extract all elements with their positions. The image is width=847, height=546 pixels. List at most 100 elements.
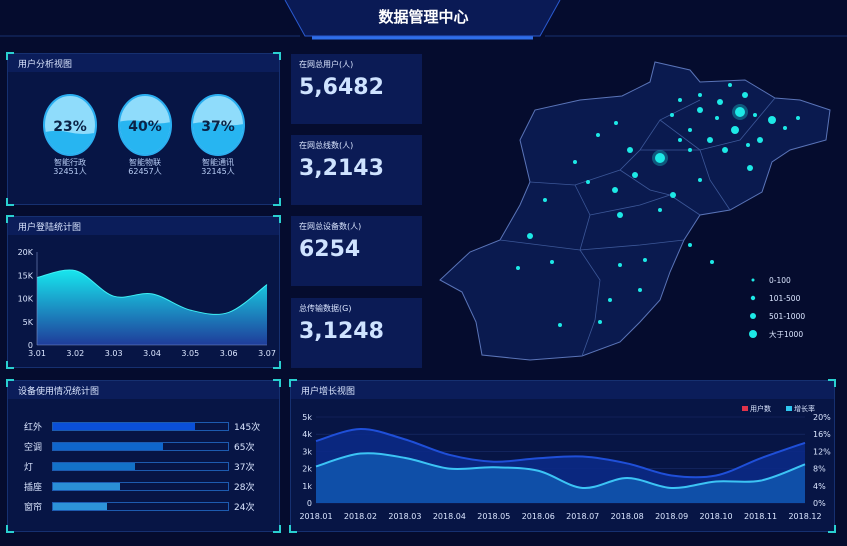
panel-title: 设备使用情况统计图 xyxy=(8,381,279,399)
device-bar-track xyxy=(52,462,229,471)
y-tick-label: 15K xyxy=(18,271,34,280)
gauge-name: 智能通讯 xyxy=(202,158,234,167)
x-tick-label: 3.01 xyxy=(28,349,46,358)
y-right-tick-label: 0% xyxy=(813,499,826,508)
map-dot xyxy=(608,298,612,302)
y-tick-label: 10K xyxy=(18,295,34,304)
legend-swatch xyxy=(786,406,792,411)
stat-label: 在网总用户(人) xyxy=(299,60,354,69)
liquid-fill: 40% xyxy=(118,94,172,156)
map-dot xyxy=(783,126,787,130)
stat-card: 总传输数据(G) 3,1248 xyxy=(291,298,422,368)
y-tick-label: 3k xyxy=(302,447,312,456)
gauge-name: 智能行政 xyxy=(54,158,86,167)
map-dot xyxy=(643,258,647,262)
device-bar-fill xyxy=(53,443,164,450)
users-line xyxy=(315,428,806,479)
legend-label: 增长率 xyxy=(794,404,815,413)
area-fill xyxy=(37,269,267,345)
device-bar-row: 窗帘 24次 xyxy=(24,501,264,513)
stat-value: 3,2143 xyxy=(299,156,384,181)
y-tick-label: 5K xyxy=(23,318,34,327)
map-dot xyxy=(670,113,674,117)
region-map: 0-100 101-500 501-1000 大于1000 xyxy=(439,61,831,361)
map-dot xyxy=(632,172,638,178)
device-bar-row: 灯 37次 xyxy=(24,461,264,473)
login-area-chart: 0 5K 10K 15K 20K 3.01 3.02 3.03 3.04 3.05 3.06 3.07 xyxy=(18,248,276,358)
gauge-percent: 37% xyxy=(201,119,235,135)
device-bar-row: 空调 65次 xyxy=(24,441,264,453)
x-tick-label: 2018.07 xyxy=(566,512,599,521)
map-legend-label: 大于1000 xyxy=(769,329,803,339)
map-dot xyxy=(550,260,554,264)
device-label: 红外 xyxy=(24,423,43,433)
y-right-tick-label: 12% xyxy=(813,447,831,456)
map-dot xyxy=(655,153,665,163)
x-tick-label: 2018.12 xyxy=(788,512,821,521)
device-value: 24次 xyxy=(234,503,255,513)
stat-label: 在网总线数(人) xyxy=(299,141,354,150)
device-bar-row: 插座 28次 xyxy=(24,481,264,493)
map-district-border xyxy=(499,239,581,251)
y-right-tick-label: 8% xyxy=(813,465,826,474)
y-tick-label: 5k xyxy=(302,413,312,422)
stat-card: 在网总线数(人) 3,2143 xyxy=(291,135,422,205)
map-district-border xyxy=(659,119,701,151)
map-district-border xyxy=(579,239,685,251)
gauge-count: 32145人 xyxy=(201,167,235,176)
user-growth-chart: 0 0% 1k 4% 2k 8% 3k 12% 4k 16% 5k 20% 2018.01 2018.02… xyxy=(299,404,831,521)
device-bar-track xyxy=(52,502,229,511)
map-dot xyxy=(715,116,719,120)
map-dot xyxy=(527,233,533,239)
map-legend-label: 101-500 xyxy=(769,294,801,303)
legend-dot xyxy=(750,295,756,301)
liquid-gauge: 40% 智能物联 62457人 xyxy=(118,94,172,176)
map-dot xyxy=(516,266,520,270)
growth-area xyxy=(316,453,805,503)
map-dot xyxy=(596,133,600,137)
stat-label: 总传输数据(G) xyxy=(299,304,352,313)
device-bar-fill xyxy=(53,503,108,510)
gauge-percent: 40% xyxy=(128,119,162,135)
x-tick-label: 2018.05 xyxy=(477,512,510,521)
x-tick-label: 3.05 xyxy=(181,349,199,358)
legend-dot xyxy=(751,278,755,282)
panel-title: 用户增长视图 xyxy=(291,381,834,399)
y-tick-label: 0 xyxy=(28,341,33,350)
map-dot xyxy=(688,243,692,247)
page-title: 数据管理中心 xyxy=(378,8,469,26)
legend-label: 用户数 xyxy=(750,404,771,413)
x-tick-label: 2018.11 xyxy=(744,512,777,521)
liquid-gauge: 23% 智能行政 32451人 xyxy=(43,94,97,176)
device-bar-track xyxy=(52,482,229,491)
gauge-percent: 23% xyxy=(53,119,87,135)
legend-swatch xyxy=(742,406,748,411)
map-dot xyxy=(617,212,623,218)
gauge-count: 62457人 xyxy=(128,167,162,176)
map-dot xyxy=(558,323,562,327)
x-tick-label: 3.03 xyxy=(105,349,123,358)
x-tick-label: 2018.09 xyxy=(655,512,688,521)
map-dot xyxy=(731,126,739,134)
stat-value: 6254 xyxy=(299,237,361,262)
device-bar-track xyxy=(52,422,229,431)
y-tick-label: 20K xyxy=(18,248,34,257)
map-dot xyxy=(707,137,713,143)
growth-line xyxy=(315,452,806,489)
map-dot xyxy=(543,198,547,202)
y-tick-label: 4k xyxy=(302,430,312,439)
device-label: 空调 xyxy=(24,443,43,453)
legend-dot xyxy=(749,330,757,338)
x-tick-label: 3.02 xyxy=(66,349,84,358)
map-dot xyxy=(678,138,682,142)
gauge-name: 智能物联 xyxy=(129,158,161,167)
liquid-gauge: 37% 智能通讯 32145人 xyxy=(191,94,245,176)
x-tick-label: 3.07 xyxy=(258,349,276,358)
map-dot xyxy=(586,180,590,184)
x-tick-label: 2018.08 xyxy=(611,512,644,521)
y-tick-label: 1k xyxy=(302,482,312,491)
map-dot xyxy=(753,113,757,117)
x-tick-label: 2018.03 xyxy=(388,512,421,521)
map-dot xyxy=(612,187,618,193)
map-dot xyxy=(747,165,753,171)
